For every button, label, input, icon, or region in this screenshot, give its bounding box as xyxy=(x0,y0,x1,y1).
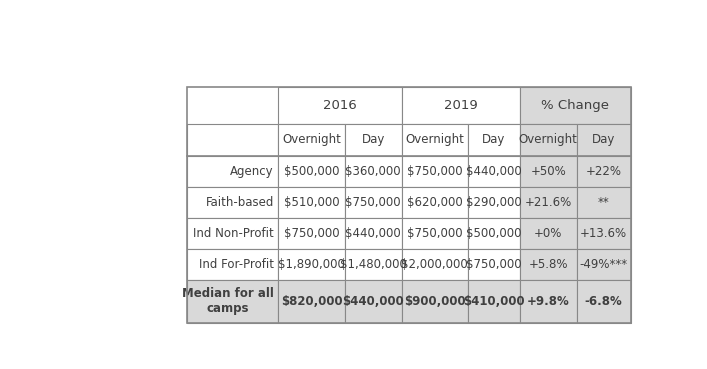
Text: $2,000,000: $2,000,000 xyxy=(402,258,468,271)
Bar xyxy=(468,280,520,323)
Bar xyxy=(345,218,402,249)
Bar xyxy=(187,124,279,156)
Bar xyxy=(345,280,402,323)
Text: +22%: +22% xyxy=(585,165,621,178)
Text: Overnight: Overnight xyxy=(405,133,464,146)
Text: Overnight: Overnight xyxy=(282,133,341,146)
Text: Median for all
camps: Median for all camps xyxy=(182,287,274,315)
Bar xyxy=(468,156,520,187)
Text: $750,000: $750,000 xyxy=(466,258,522,271)
Text: $500,000: $500,000 xyxy=(466,227,522,240)
Text: $1,890,000: $1,890,000 xyxy=(278,258,345,271)
Bar xyxy=(520,218,577,249)
Text: $440,000: $440,000 xyxy=(342,295,404,308)
Text: $440,000: $440,000 xyxy=(466,165,522,178)
Bar xyxy=(187,218,279,249)
Text: 2016: 2016 xyxy=(323,99,357,112)
Bar xyxy=(402,187,468,218)
Bar xyxy=(468,218,520,249)
Text: $440,000: $440,000 xyxy=(345,227,401,240)
Bar xyxy=(187,187,279,218)
Bar xyxy=(187,87,279,124)
Text: Day: Day xyxy=(361,133,385,146)
Bar xyxy=(577,280,631,323)
Text: Day: Day xyxy=(482,133,506,146)
Text: Overnight: Overnight xyxy=(519,133,578,146)
Text: $750,000: $750,000 xyxy=(407,227,462,240)
Text: $290,000: $290,000 xyxy=(466,196,522,209)
Bar xyxy=(520,280,577,323)
Text: Faith-based: Faith-based xyxy=(206,196,274,209)
Bar xyxy=(520,187,577,218)
Bar xyxy=(520,124,577,156)
Text: -6.8%: -6.8% xyxy=(585,295,623,308)
Bar xyxy=(345,187,402,218)
Bar xyxy=(345,156,402,187)
Text: Agency: Agency xyxy=(230,165,274,178)
Bar xyxy=(577,124,631,156)
Text: Ind Non-Profit: Ind Non-Profit xyxy=(193,227,274,240)
Bar xyxy=(520,249,577,280)
Text: -49%***: -49%*** xyxy=(580,258,628,271)
Bar xyxy=(577,156,631,187)
Text: % Change: % Change xyxy=(542,99,609,112)
Text: 2019: 2019 xyxy=(444,99,477,112)
Text: $500,000: $500,000 xyxy=(284,165,339,178)
Text: $820,000: $820,000 xyxy=(281,295,342,308)
Bar xyxy=(279,249,345,280)
Bar xyxy=(520,156,577,187)
Text: $1,480,000: $1,480,000 xyxy=(340,258,407,271)
Bar xyxy=(468,124,520,156)
Text: $900,000: $900,000 xyxy=(404,295,466,308)
Bar xyxy=(187,156,279,187)
Bar xyxy=(402,156,468,187)
Text: **: ** xyxy=(598,196,609,209)
Text: +0%: +0% xyxy=(534,227,562,240)
Bar xyxy=(279,218,345,249)
Bar xyxy=(279,187,345,218)
Bar xyxy=(402,87,520,124)
Text: $410,000: $410,000 xyxy=(463,295,525,308)
Bar xyxy=(402,124,468,156)
Bar xyxy=(279,124,345,156)
Text: $750,000: $750,000 xyxy=(407,165,462,178)
Text: $750,000: $750,000 xyxy=(345,196,401,209)
Bar xyxy=(402,249,468,280)
Bar xyxy=(187,280,279,323)
Bar xyxy=(577,218,631,249)
Bar xyxy=(468,249,520,280)
Text: $750,000: $750,000 xyxy=(284,227,339,240)
Bar xyxy=(187,249,279,280)
Text: $510,000: $510,000 xyxy=(284,196,339,209)
Text: +21.6%: +21.6% xyxy=(525,196,572,209)
Text: $620,000: $620,000 xyxy=(407,196,462,209)
Text: +5.8%: +5.8% xyxy=(528,258,568,271)
Bar xyxy=(577,249,631,280)
Bar xyxy=(402,280,468,323)
Bar xyxy=(279,280,345,323)
Bar xyxy=(345,249,402,280)
Bar xyxy=(279,87,402,124)
Bar xyxy=(577,187,631,218)
Text: +13.6%: +13.6% xyxy=(580,227,627,240)
Text: Day: Day xyxy=(592,133,615,146)
Text: $360,000: $360,000 xyxy=(345,165,401,178)
Bar xyxy=(279,156,345,187)
Bar xyxy=(402,218,468,249)
Text: Ind For-Profit: Ind For-Profit xyxy=(199,258,274,271)
Bar xyxy=(345,124,402,156)
Text: +50%: +50% xyxy=(530,165,566,178)
Bar xyxy=(187,87,631,323)
Bar xyxy=(468,187,520,218)
Text: +9.8%: +9.8% xyxy=(527,295,570,308)
Bar xyxy=(520,87,631,124)
